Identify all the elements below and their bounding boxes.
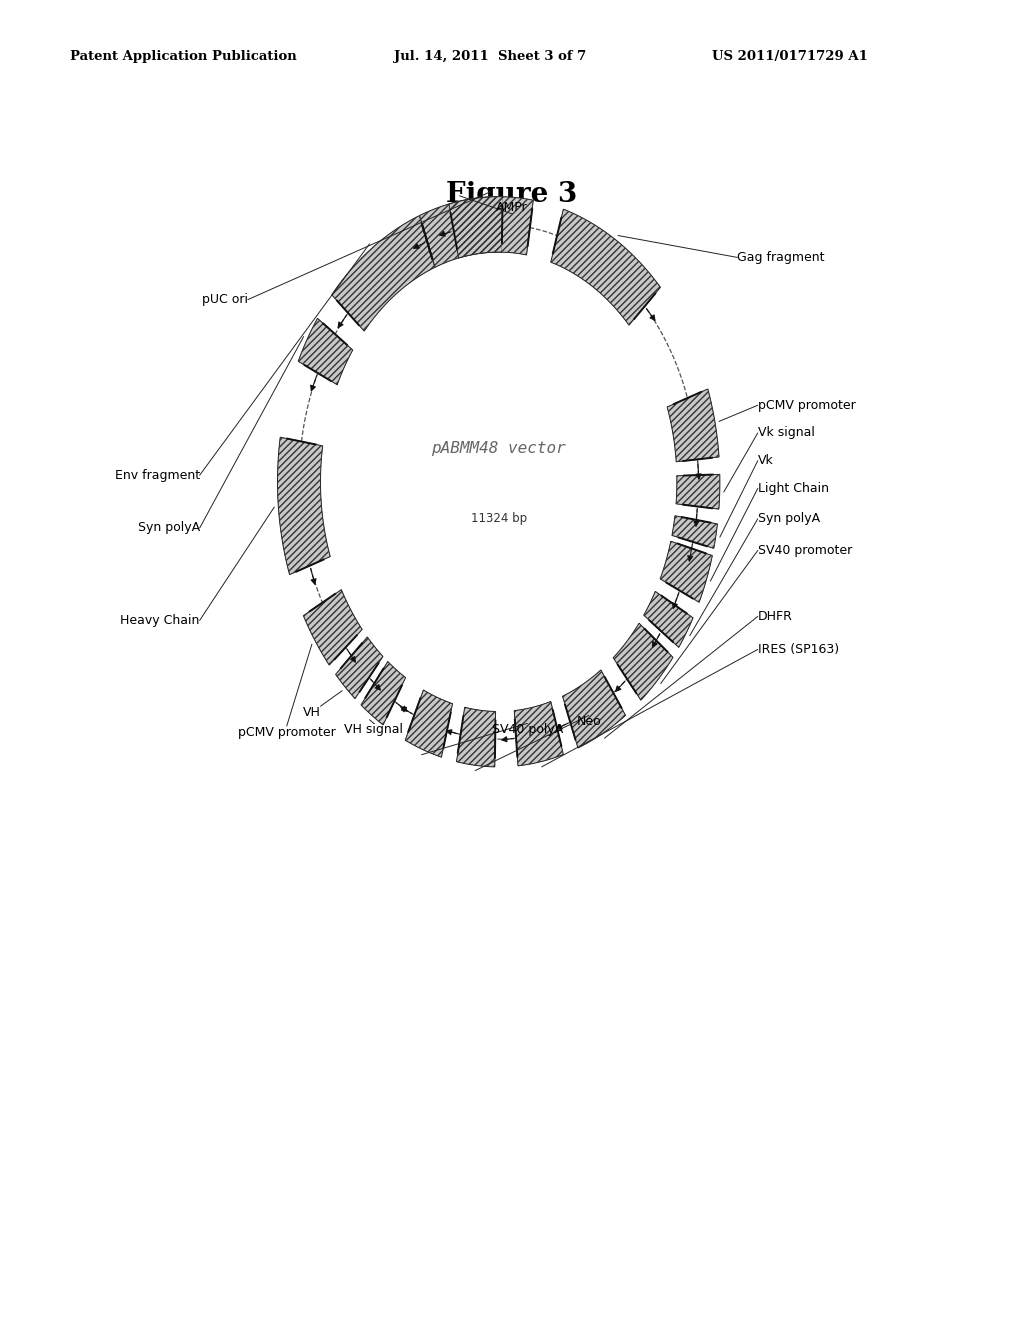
Polygon shape xyxy=(278,437,330,574)
Polygon shape xyxy=(551,209,660,325)
Text: pABMM48 vector: pABMM48 vector xyxy=(431,441,566,457)
Text: Gag fragment: Gag fragment xyxy=(737,251,824,264)
Text: DHFR: DHFR xyxy=(758,610,793,623)
Text: 11324 bp: 11324 bp xyxy=(471,512,526,525)
Text: Heavy Chain: Heavy Chain xyxy=(120,614,200,627)
Text: VH: VH xyxy=(303,706,321,719)
Text: Vk signal: Vk signal xyxy=(758,426,815,440)
Text: IRES (SP163): IRES (SP163) xyxy=(758,643,839,656)
Polygon shape xyxy=(660,541,713,602)
Polygon shape xyxy=(672,516,718,548)
Text: Syn polyA: Syn polyA xyxy=(137,521,200,535)
Polygon shape xyxy=(406,690,453,758)
Polygon shape xyxy=(613,623,673,700)
Polygon shape xyxy=(644,591,693,647)
Text: Env fragment: Env fragment xyxy=(115,469,200,482)
Polygon shape xyxy=(676,474,720,510)
Text: Vk: Vk xyxy=(758,454,773,467)
Text: VH signal: VH signal xyxy=(344,723,403,737)
Polygon shape xyxy=(668,389,719,462)
Polygon shape xyxy=(514,701,563,766)
Text: Patent Application Publication: Patent Application Publication xyxy=(70,50,296,63)
Polygon shape xyxy=(457,708,496,767)
Polygon shape xyxy=(336,638,383,698)
Text: Figure 3: Figure 3 xyxy=(446,181,578,207)
Text: US 2011/0171729 A1: US 2011/0171729 A1 xyxy=(712,50,867,63)
Text: Light Chain: Light Chain xyxy=(758,482,828,495)
Text: AMPr: AMPr xyxy=(497,201,527,214)
Polygon shape xyxy=(562,671,626,748)
Text: pUC ori: pUC ori xyxy=(202,293,248,306)
Polygon shape xyxy=(420,197,503,268)
Text: Neo: Neo xyxy=(577,715,601,729)
Polygon shape xyxy=(449,197,534,257)
Polygon shape xyxy=(361,661,406,725)
Text: pCMV promoter: pCMV promoter xyxy=(238,726,336,739)
Polygon shape xyxy=(303,590,362,665)
Polygon shape xyxy=(332,215,435,331)
Text: pCMV promoter: pCMV promoter xyxy=(758,399,855,412)
Text: Syn polyA: Syn polyA xyxy=(758,512,820,525)
Text: Jul. 14, 2011  Sheet 3 of 7: Jul. 14, 2011 Sheet 3 of 7 xyxy=(394,50,587,63)
Polygon shape xyxy=(298,318,352,384)
Text: SV40 polyA: SV40 polyA xyxy=(492,723,563,737)
Text: SV40 promoter: SV40 promoter xyxy=(758,544,852,557)
